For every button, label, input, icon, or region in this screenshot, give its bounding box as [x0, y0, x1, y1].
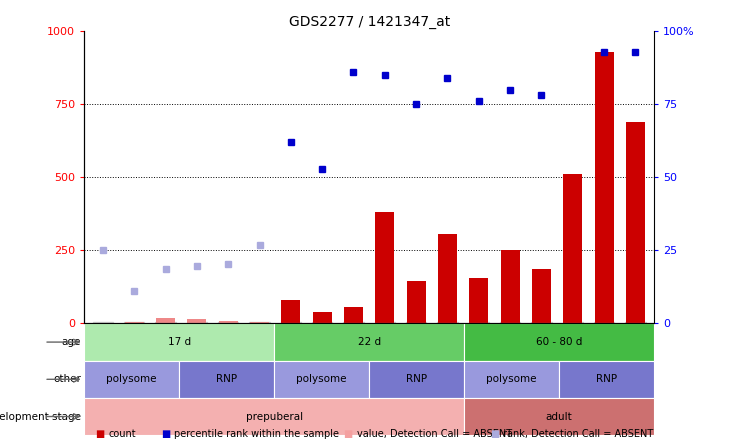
Bar — [179, 361, 274, 398]
Text: value, Detection Call = ABSENT: value, Detection Call = ABSENT — [357, 429, 512, 439]
Text: percentile rank within the sample: percentile rank within the sample — [174, 429, 339, 439]
Bar — [464, 361, 559, 398]
Text: 17 d: 17 d — [167, 337, 191, 347]
Bar — [406, 281, 425, 324]
Bar — [501, 250, 520, 324]
Text: polysome: polysome — [486, 374, 537, 385]
Text: development stage: development stage — [0, 412, 81, 421]
Text: ■: ■ — [344, 429, 353, 439]
Bar — [532, 270, 551, 324]
Title: GDS2277 / 1421347_at: GDS2277 / 1421347_at — [289, 15, 450, 29]
Text: age: age — [62, 337, 81, 347]
Bar — [564, 174, 582, 324]
Bar — [464, 324, 654, 361]
Text: 22 d: 22 d — [357, 337, 381, 347]
Text: RNP: RNP — [216, 374, 237, 385]
Bar — [469, 278, 488, 324]
Bar — [281, 300, 300, 324]
Text: adult: adult — [546, 412, 572, 421]
Text: ■: ■ — [490, 429, 499, 439]
Text: 60 - 80 d: 60 - 80 d — [536, 337, 583, 347]
Bar — [376, 212, 394, 324]
Bar — [369, 361, 464, 398]
Text: ■: ■ — [95, 429, 105, 439]
Text: ■: ■ — [161, 429, 170, 439]
Bar — [125, 322, 143, 324]
Bar — [344, 307, 363, 324]
Text: rank, Detection Call = ABSENT: rank, Detection Call = ABSENT — [503, 429, 654, 439]
Text: prepuberal: prepuberal — [246, 412, 303, 421]
Bar — [559, 361, 654, 398]
Bar — [94, 323, 113, 324]
Text: RNP: RNP — [406, 374, 427, 385]
Bar — [313, 312, 332, 324]
Text: polysome: polysome — [106, 374, 157, 385]
Text: polysome: polysome — [296, 374, 347, 385]
Bar — [274, 361, 369, 398]
Bar — [84, 324, 274, 361]
Bar — [84, 398, 464, 435]
Text: other: other — [53, 374, 81, 385]
Text: count: count — [108, 429, 136, 439]
Bar — [219, 321, 238, 324]
Bar — [84, 361, 179, 398]
Bar — [187, 319, 206, 324]
Bar — [595, 52, 613, 324]
Bar — [438, 234, 457, 324]
Bar — [156, 318, 175, 324]
Text: RNP: RNP — [596, 374, 617, 385]
Bar — [626, 122, 645, 324]
Bar — [250, 322, 269, 324]
Bar — [464, 398, 654, 435]
Bar — [274, 324, 464, 361]
